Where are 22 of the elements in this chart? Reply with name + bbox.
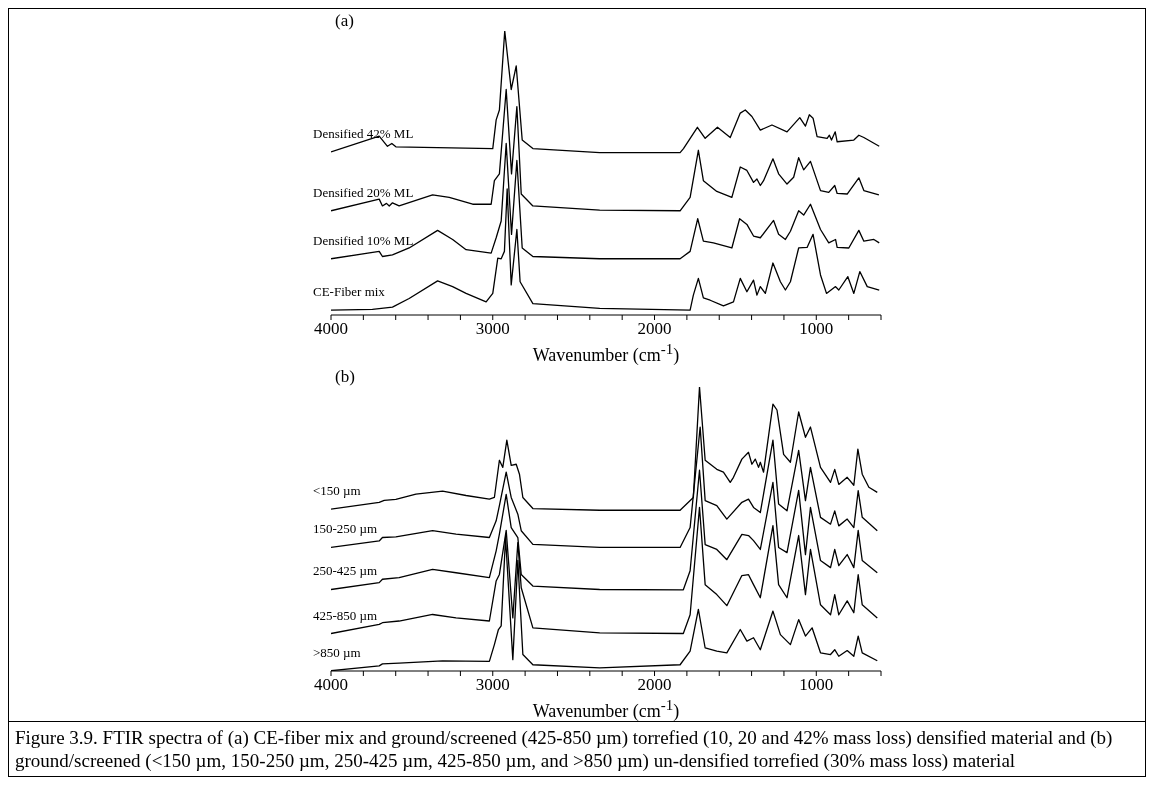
series-label: 150-250 µm xyxy=(313,521,378,537)
x-tick-label: 1000 xyxy=(799,675,834,695)
series-label: Densified 20% ML xyxy=(313,184,414,200)
x-tick-label: 3000 xyxy=(475,675,510,695)
series-label: 250-425 µm xyxy=(313,563,378,579)
series-label: Densified 10% ML xyxy=(313,232,414,248)
chart-title: (a) xyxy=(335,11,354,31)
x-tick-label: 2000 xyxy=(637,319,672,339)
series-label: <150 µm xyxy=(313,483,361,499)
series-label: 425-850 µm xyxy=(313,607,378,623)
x-tick-label: 1000 xyxy=(799,319,834,339)
series-label: CE-Fiber mix xyxy=(313,284,386,300)
series-label: Densified 42% ML xyxy=(313,125,414,141)
x-tick-label: 2000 xyxy=(637,675,672,695)
x-axis-title: Wavenumber (cm$^{-1}$) xyxy=(531,340,681,365)
x-tick-label: 4000 xyxy=(314,675,348,695)
x-axis-title: Wavenumber (cm$^{-1}$) xyxy=(531,696,681,721)
series-label: >850 µm xyxy=(313,644,361,660)
chart-title: (b) xyxy=(335,367,355,387)
x-tick-label: 4000 xyxy=(314,319,348,339)
x-tick-label: 3000 xyxy=(475,319,510,339)
caption: Figure 3.9. FTIR spectra of (a) CE-fiber mix and ground/screened (425-850 µm) torrefied (10, 20 and 42% mass loss) densified material and (b) ground/screened (<150 µm, 150-250 µm, 250-425 µm, 425-850 µm, and >850 µm) un-densified torrefied (30% mass loss) material xyxy=(9,721,1145,776)
